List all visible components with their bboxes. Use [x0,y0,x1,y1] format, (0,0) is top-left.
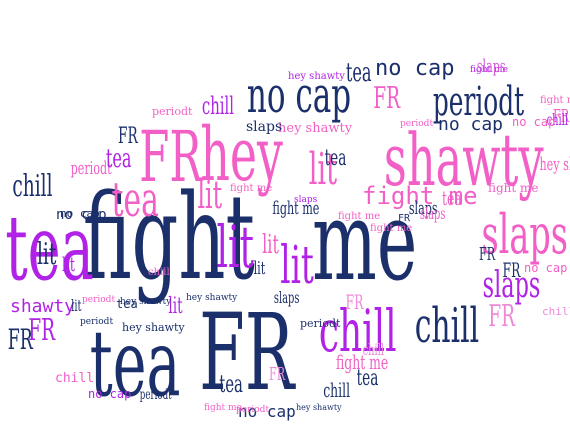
word: tea [219,370,243,398]
word: tea [356,366,379,391]
word: fight me [230,183,273,194]
word: tea [345,58,372,88]
word: slaps [273,288,300,307]
word: hey [200,112,283,198]
word: fight me [204,403,242,413]
word: chill [546,110,569,129]
word: chill [12,169,53,204]
word: no cap [246,66,352,124]
word: tea [442,186,462,210]
word: chill [201,92,235,120]
word: slaps [408,198,438,219]
word: lit [253,258,266,279]
word: tea [324,146,347,171]
word: lit [262,230,279,260]
word: fight me [540,95,570,106]
word: FR [268,364,286,385]
word: FR [373,81,401,116]
word: no cap [375,56,455,81]
word: lit [168,294,183,319]
word: fight me [336,350,389,374]
word: chill [55,371,95,386]
word: fight me [362,182,478,210]
word: slaps [482,265,541,306]
word: tea [105,144,132,174]
word: periodt [139,387,172,403]
word: periodt [432,79,525,125]
word: no cap [438,114,504,135]
word: lit [216,213,254,281]
word: hey shawty [278,121,353,136]
word: FR [502,258,521,282]
word: no cap [512,115,556,129]
word: hey shawty [122,321,185,334]
word: hey shawty [539,154,570,175]
word: periodt [236,405,270,415]
word: fight [82,168,255,306]
word: FR [7,323,33,356]
word: chill [148,267,170,278]
word: FR [139,116,203,198]
word: FR [199,291,295,414]
word: periodt [70,158,112,179]
word: chill [323,378,351,402]
word: FR [552,106,570,127]
word: lit [71,296,82,315]
word: tea [111,172,159,228]
word: slaps [246,119,283,135]
word: no cap [60,207,100,220]
word: lit [308,144,338,195]
word: fight me [338,211,381,222]
word: me [312,177,418,305]
word: hey shawty [296,403,342,412]
word: periodt [80,317,114,327]
word: chill [542,305,570,318]
word: chill [414,298,480,354]
word: FR [398,213,411,224]
word: slaps [476,56,506,77]
word: lit [197,173,223,217]
word: tea [116,297,138,311]
word: chill [362,340,385,359]
word: slaps [294,195,318,205]
word: lit [280,236,314,296]
word: fight me [370,223,413,234]
word: periodt [300,317,341,330]
word: periodt [82,295,116,305]
word: chill [318,297,397,365]
word: FR [28,313,56,348]
word: FR [345,290,364,314]
word: FR [488,299,516,334]
word: periodt [400,119,434,129]
word: no cap [88,387,132,401]
word: lit [61,252,75,276]
word: shawty [10,296,76,317]
word: hey shawty [120,297,172,307]
word: fight me [272,198,320,219]
word: tea [5,196,94,301]
word: no cap [524,261,568,275]
word: FR [478,244,496,265]
word: tea [89,310,181,417]
word: hey shawty [186,293,238,303]
word: lit [36,237,57,272]
word: fight me [470,65,508,75]
word: periodt [152,105,193,118]
word: fight me [488,181,539,195]
word: slaps [419,204,446,223]
word: shawty [383,118,544,202]
word: FR [118,124,138,149]
word: hey shawty [288,71,345,82]
word: slaps [481,203,568,266]
word: no cap [56,207,107,223]
word: no cap [238,402,296,421]
